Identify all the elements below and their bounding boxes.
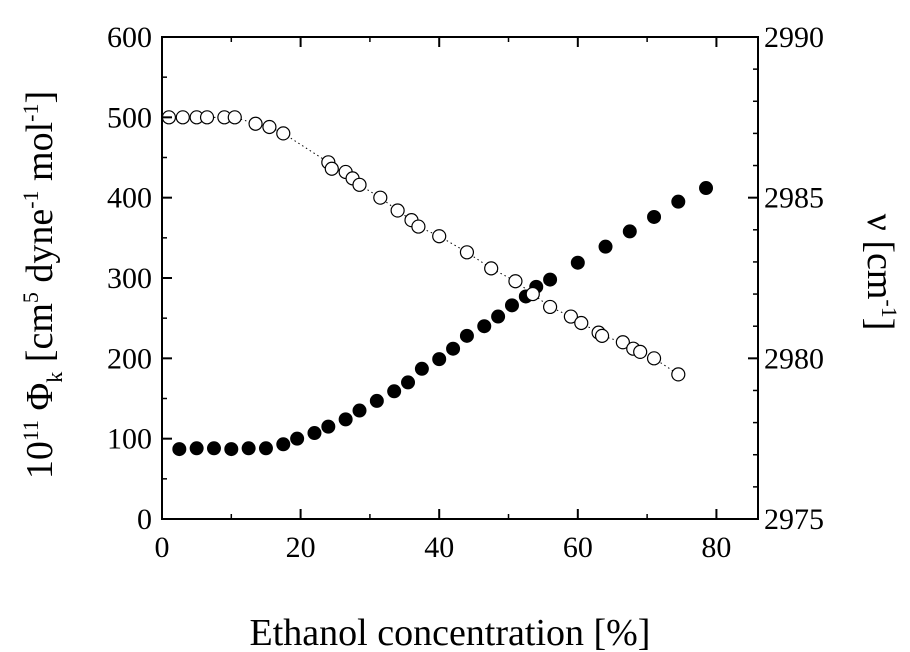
y-right-tick-label: 2975	[764, 503, 824, 536]
data-point-filled	[189, 441, 204, 456]
data-point-open	[262, 119, 277, 135]
data-point-open	[411, 219, 426, 234]
data-point-filled	[338, 412, 353, 427]
data-point-filled	[307, 426, 322, 441]
data-point-filled	[352, 403, 367, 418]
data-point-open	[594, 328, 610, 343]
data-point-filled	[258, 441, 273, 456]
data-point-filled	[206, 441, 221, 456]
data-point-filled	[504, 298, 519, 313]
data-point-filled	[172, 442, 187, 457]
data-point-filled	[446, 341, 461, 356]
x-tick-label: 0	[155, 531, 170, 564]
data-point-open	[484, 261, 499, 276]
data-point-filled	[491, 309, 506, 324]
y-right-tick-label: 2980	[764, 342, 824, 375]
y-right-axis-title: ν [cm-1]	[859, 214, 902, 331]
data-point-open	[432, 229, 447, 244]
data-point-filled	[622, 224, 637, 239]
y-left-tick-label: 500	[107, 101, 152, 134]
y-left-axis-title: 1011 Φk [cm5 dyne-1 mol-1]	[18, 91, 67, 479]
data-point-filled	[570, 255, 585, 270]
data-point-filled	[224, 442, 239, 457]
data-point-filled	[241, 441, 256, 456]
data-point-open	[199, 110, 215, 125]
data-point-open	[646, 351, 662, 366]
data-point-filled	[432, 352, 447, 367]
data-point-open	[373, 190, 388, 205]
data-point-filled	[401, 375, 416, 390]
y-left-tick-label: 400	[107, 182, 152, 215]
data-point-open	[459, 245, 475, 260]
data-point-open	[615, 335, 630, 350]
data-point-open	[563, 309, 578, 324]
x-tick-label: 40	[424, 531, 454, 564]
data-point-open	[525, 286, 540, 302]
y-left-tick-label: 300	[107, 262, 152, 295]
data-point-open	[227, 110, 242, 125]
data-point-filled	[290, 431, 305, 446]
data-point-filled	[276, 437, 291, 452]
data-point-open	[633, 344, 648, 360]
data-point-filled	[543, 272, 558, 287]
data-point-filled	[459, 328, 474, 343]
y-left-tick-label: 100	[107, 423, 152, 456]
data-point-open	[390, 203, 405, 218]
y-right-tick-label: 2985	[764, 182, 824, 215]
data-point-open	[508, 274, 523, 289]
data-point-open	[324, 161, 339, 176]
data-point-filled	[321, 419, 336, 434]
data-point-filled	[387, 384, 402, 399]
x-tick-label: 80	[701, 531, 731, 564]
data-point-open	[175, 110, 190, 125]
data-point-open	[276, 126, 291, 141]
data-point-filled	[598, 239, 613, 254]
x-tick-label: 60	[563, 531, 593, 564]
data-point-open	[352, 177, 367, 192]
data-point-open	[542, 299, 558, 315]
data-point-filled	[477, 319, 492, 334]
data-point-filled	[369, 393, 384, 408]
data-point-filled	[647, 209, 662, 224]
data-point-filled	[699, 181, 714, 196]
y-left-tick-label: 0	[137, 503, 152, 536]
data-point-open	[671, 367, 686, 382]
y-right-tick-label: 2990	[764, 21, 824, 54]
x-tick-label: 20	[286, 531, 316, 564]
x-axis-title: Ethanol concentration [%]	[250, 612, 651, 652]
y-left-tick-label: 600	[107, 21, 152, 54]
y-left-tick-label: 200	[107, 342, 152, 375]
data-point-open	[248, 116, 263, 131]
data-point-filled	[414, 361, 429, 376]
data-point-filled	[671, 194, 686, 209]
data-point-open	[574, 315, 589, 331]
